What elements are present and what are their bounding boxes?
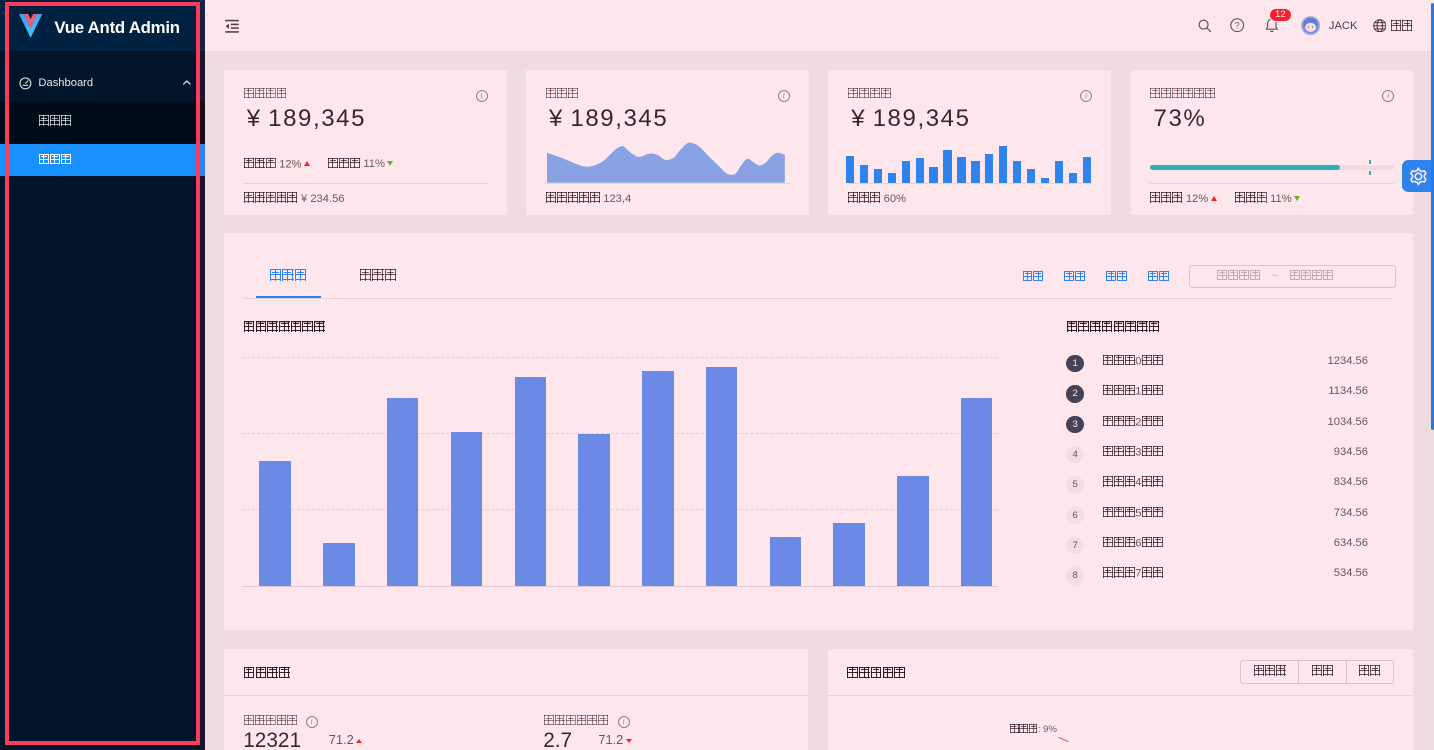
svg-text:?: ?: [1234, 21, 1239, 31]
